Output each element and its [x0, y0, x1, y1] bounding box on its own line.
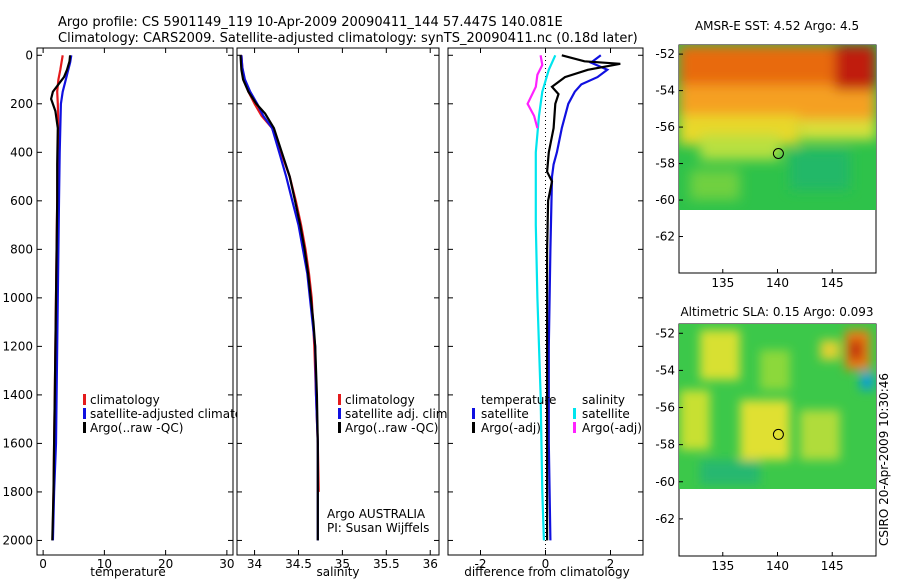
map-x-tick-label: 140	[766, 276, 789, 290]
sla-heatmap-field	[679, 324, 876, 489]
y-tick-label: 2000	[2, 533, 33, 547]
y-tick-label: 1600	[2, 436, 33, 450]
temperature-xlabel: temperature	[90, 565, 165, 579]
map-y-tick-label: -62	[655, 512, 675, 526]
legend-temp-argo: Argo(-adj)	[481, 421, 541, 435]
map-x-tick-label: 145	[821, 559, 844, 573]
difference-xlabel: difference from climatology	[464, 565, 630, 579]
legend-satellite-adjusted: satellite-adjusted climatolog	[90, 407, 260, 421]
map-y-tick-label: -52	[655, 47, 675, 61]
temperature-axes-box	[36, 47, 234, 556]
y-tick-label: 200	[10, 97, 33, 111]
series-line-black	[49, 55, 72, 541]
salinity-panel: 34 34.5 35 35.5 36 salinity climatology sate…	[236, 47, 451, 579]
temperature-panel: 0 10 20 30 0 200 400 600 800 1000 1200 1400 1600 1800…	[2, 47, 260, 579]
salinity-axes-box	[236, 47, 440, 556]
map-y-tick-label: -58	[655, 157, 675, 171]
x-tick-label: 0	[39, 557, 47, 571]
legend-swatch-blue	[338, 408, 341, 419]
legend-swatch-black	[472, 422, 475, 433]
sst-argo-marker	[772, 148, 784, 159]
sst-map-panel: AMSR-E SST: 4.52 Argo: 4.5 135 140 145 -52 -…	[655, 19, 877, 290]
pi-label: PI: Susan Wijffels	[327, 521, 429, 535]
temperature-legend: climatology satellite-adjusted climatolo…	[83, 393, 260, 435]
map-y-tick-label: -56	[655, 120, 675, 134]
map-y-tick-label: -58	[655, 438, 675, 452]
legend-sal-argo: Argo(-adj)	[582, 421, 642, 435]
map-x-tick-label: 135	[711, 276, 734, 290]
csiro-timestamp-label: CSIRO 20-Apr-2009 10:30:46	[877, 373, 891, 546]
argo-program-label: Argo AUSTRALIA	[327, 507, 426, 521]
legend-sal-satellite: satellite	[582, 407, 630, 421]
legend-argo-raw: Argo(..raw -QC)	[345, 421, 438, 435]
sla-argo-marker	[772, 428, 784, 440]
legend-temp-satellite: satellite	[481, 407, 529, 421]
x-tick-label: 35.5	[373, 557, 400, 571]
x-tick-label: 30	[219, 557, 234, 571]
legend-climatology: climatology	[345, 393, 415, 407]
map-x-tick-label: 140	[766, 559, 789, 573]
legend-temperature-title: temperature	[481, 393, 556, 407]
legend-swatch-black	[338, 422, 341, 433]
series-line-black	[239, 55, 319, 541]
map-y-tick-label: -60	[655, 475, 675, 489]
y-tick-label: 600	[10, 194, 33, 208]
x-tick-label: 36	[423, 557, 438, 571]
y-tick-label: 1200	[2, 339, 33, 353]
legend-swatch-blue	[83, 408, 86, 419]
legend-swatch-red	[83, 394, 86, 405]
series-line-cyan	[534, 54, 557, 541]
y-tick-label: 1800	[2, 485, 33, 499]
difference-legend: temperature satellite Argo(-adj) salinit…	[472, 393, 642, 435]
x-tick-label: 0	[542, 557, 550, 571]
map-y-tick-label: -56	[655, 401, 675, 415]
x-tick-label: 10	[97, 557, 112, 571]
legend-argo-raw: Argo(..raw -QC)	[90, 421, 183, 435]
map-x-tick-label: 145	[821, 276, 844, 290]
y-tick-label: 400	[10, 145, 33, 159]
series-line-black	[545, 54, 621, 541]
legend-satellite-adj: satellite adj. clim.	[345, 407, 451, 421]
y-tick-label: 0	[25, 48, 33, 62]
difference-panel: -2 0 2 difference from climatology tempera…	[447, 47, 644, 579]
x-tick-label: 20	[158, 557, 173, 571]
y-tick-label: 1000	[2, 291, 33, 305]
figure-title-line1: Argo profile: CS 5901149_119 10-Apr-2009…	[58, 15, 563, 30]
series-line-blue	[51, 55, 73, 541]
map-y-tick-label: -54	[655, 84, 675, 98]
sst-map-title: AMSR-E SST: 4.52 Argo: 4.5	[695, 19, 859, 33]
series-line-blue	[547, 54, 610, 541]
sla-map-title: Altimetric SLA: 0.15 Argo: 0.093	[680, 305, 873, 319]
map-y-tick-label: -52	[655, 326, 675, 340]
legend-swatch-red	[338, 394, 341, 405]
x-tick-label: 34.5	[285, 557, 312, 571]
legend-swatch-cyan	[573, 408, 576, 419]
x-tick-label: -2	[475, 557, 487, 571]
sst-heatmap-field	[679, 45, 876, 210]
map-y-tick-label: -60	[655, 193, 675, 207]
salinity-xlabel: salinity	[316, 565, 359, 579]
salinity-legend: climatology satellite adj. clim. Argo(..…	[338, 393, 451, 435]
series-line-magenta	[526, 55, 544, 129]
x-tick-label: 34	[247, 557, 262, 571]
legend-swatch-black	[83, 422, 86, 433]
legend-swatch-magenta	[573, 422, 576, 433]
map-y-tick-label: -62	[655, 230, 675, 244]
legend-climatology: climatology	[90, 393, 160, 407]
sla-map-panel: Altimetric SLA: 0.15 Argo: 0.093 135 140 1…	[655, 305, 877, 573]
y-tick-label: 800	[10, 242, 33, 256]
y-tick-label: 1400	[2, 388, 33, 402]
map-x-tick-label: 135	[711, 559, 734, 573]
map-y-tick-label: -54	[655, 363, 675, 377]
legend-swatch-blue	[472, 408, 475, 419]
figure-title-line2: Climatology: CARS2009. Satellite-adjuste…	[58, 31, 638, 46]
x-tick-label: 2	[607, 557, 615, 571]
legend-salinity-title: salinity	[582, 393, 625, 407]
x-tick-label: 35	[335, 557, 350, 571]
